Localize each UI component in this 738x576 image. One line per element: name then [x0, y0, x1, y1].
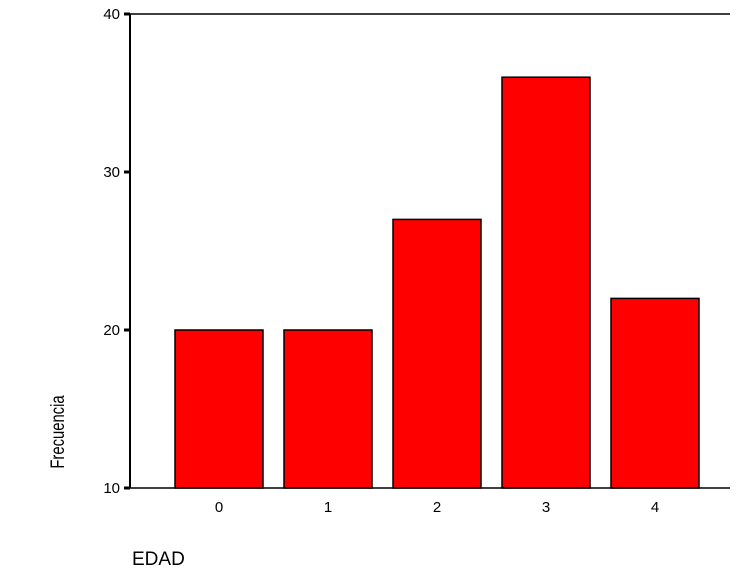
axes-layer	[129, 13, 730, 489]
y-tick-label-10: 10	[103, 480, 120, 497]
x-ticks-layer: 0 1 2 3 4	[215, 499, 659, 516]
y-tick-label-20: 20	[103, 322, 120, 339]
x-tick-label-1: 1	[324, 499, 332, 516]
x-tick-label-0: 0	[215, 499, 223, 516]
y-tick-label-40: 40	[103, 6, 120, 23]
bar-1	[283, 329, 373, 489]
y-tick-label-30: 30	[103, 164, 120, 181]
bar-3	[501, 76, 591, 489]
bars-layer	[174, 76, 700, 489]
x-tick-label-2: 2	[433, 499, 441, 516]
bar-0	[174, 329, 264, 489]
x-axis-title: EDAD	[132, 549, 185, 570]
y-ticks-layer: 10 20 30 40	[103, 6, 130, 497]
x-tick-label-4: 4	[651, 499, 659, 516]
x-tick-label-3: 3	[542, 499, 550, 516]
y-axis-title: Frecuencia	[47, 395, 68, 469]
bar-2	[392, 218, 482, 489]
bar-4	[610, 297, 700, 489]
